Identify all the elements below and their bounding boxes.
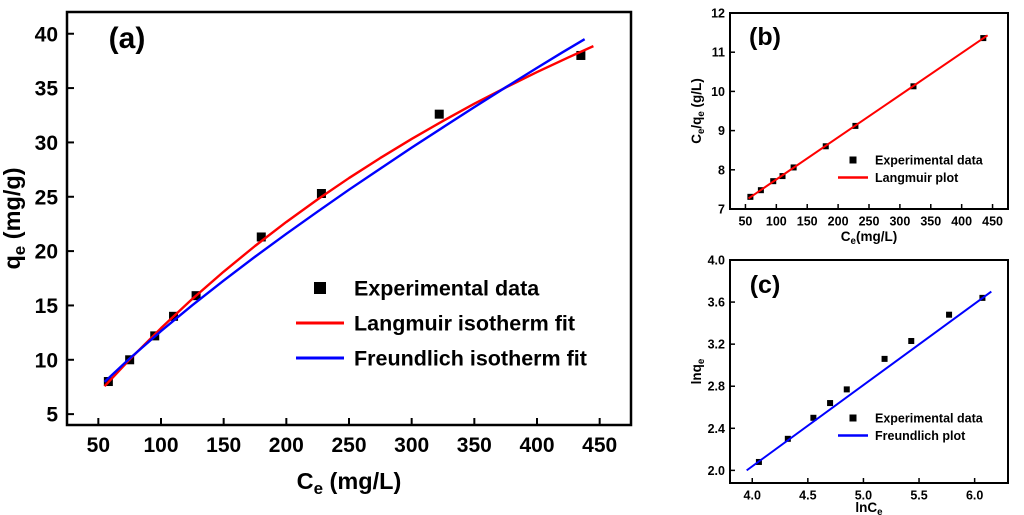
svg-text:8: 8 — [718, 163, 725, 177]
svg-text:350: 350 — [920, 215, 941, 229]
svg-text:4.5: 4.5 — [799, 489, 816, 503]
chart-isotherm-fits: 50 100 150 200 250 300 350 400 450 5 10 15 20 25 30 35 4… — [0, 10, 633, 498]
svg-text:350: 350 — [457, 434, 492, 457]
svg-text:200: 200 — [828, 215, 849, 229]
svg-text:Experimental data: Experimental data — [875, 154, 984, 168]
svg-text:250: 250 — [859, 215, 880, 229]
svg-text:450: 450 — [582, 434, 617, 457]
svg-text:20: 20 — [35, 241, 58, 264]
svg-text:2.0: 2.0 — [708, 464, 725, 478]
svg-text:15: 15 — [35, 295, 59, 318]
svg-text:Ce(mg/L): Ce(mg/L) — [841, 229, 897, 245]
svg-text:Ce/qe (g/L): Ce/qe (g/L) — [690, 78, 707, 144]
svg-text:Langmuir plot: Langmuir plot — [875, 171, 959, 185]
svg-text:50: 50 — [738, 215, 752, 229]
svg-text:2.8: 2.8 — [708, 380, 725, 394]
svg-text:10: 10 — [35, 349, 58, 372]
svg-text:5: 5 — [46, 404, 58, 427]
svg-text:(b): (b) — [749, 23, 781, 51]
svg-text:35: 35 — [35, 78, 59, 101]
svg-text:4.0: 4.0 — [708, 254, 725, 268]
chart-freundlich-plot: 4.0 4.5 5.0 5.5 6.0 2.0 2.4 2.8 3.2 3.6 4.0 Experim… — [690, 254, 1009, 515]
svg-text:qe (mg/g): qe (mg/g) — [0, 167, 29, 269]
svg-text:5.5: 5.5 — [910, 489, 927, 503]
svg-text:50: 50 — [87, 434, 110, 457]
svg-text:5.0: 5.0 — [855, 489, 872, 503]
svg-text:25: 25 — [35, 186, 59, 209]
svg-text:400: 400 — [951, 215, 972, 229]
svg-text:400: 400 — [519, 434, 554, 457]
svg-text:Langmuir isotherm fit: Langmuir isotherm fit — [354, 312, 575, 336]
svg-text:Freundlich isotherm fit: Freundlich isotherm fit — [354, 347, 587, 371]
svg-text:450: 450 — [982, 215, 1003, 229]
svg-text:Experimental data: Experimental data — [875, 412, 984, 426]
svg-text:Experimental data: Experimental data — [354, 277, 540, 301]
svg-text:Ce (mg/L): Ce (mg/L) — [297, 468, 402, 498]
svg-text:6.0: 6.0 — [966, 489, 983, 503]
svg-text:12: 12 — [711, 7, 725, 21]
svg-text:100: 100 — [143, 434, 178, 457]
svg-text:lnCe: lnCe — [855, 500, 883, 515]
svg-text:(c): (c) — [750, 271, 781, 299]
svg-text:40: 40 — [35, 23, 58, 46]
svg-text:3.6: 3.6 — [708, 296, 725, 310]
svg-text:lnqe: lnqe — [690, 358, 707, 384]
svg-text:150: 150 — [797, 215, 818, 229]
svg-text:200: 200 — [269, 434, 304, 457]
svg-text:11: 11 — [712, 46, 725, 60]
svg-text:3.2: 3.2 — [708, 338, 725, 352]
svg-text:150: 150 — [206, 434, 241, 457]
svg-text:2.4: 2.4 — [708, 422, 725, 436]
svg-text:(a): (a) — [109, 22, 146, 55]
svg-text:30: 30 — [35, 132, 58, 155]
svg-text:300: 300 — [394, 434, 429, 457]
svg-text:9: 9 — [718, 124, 725, 138]
chart-langmuir-plot: 50 100 150 200 250 300 350 400 450 7 8 9 10 11 12 Exper… — [690, 7, 1009, 245]
svg-text:100: 100 — [766, 215, 787, 229]
svg-text:4.0: 4.0 — [744, 489, 761, 503]
svg-text:7: 7 — [718, 203, 725, 217]
svg-text:Freundlich plot: Freundlich plot — [875, 429, 966, 443]
svg-text:300: 300 — [889, 215, 910, 229]
svg-text:250: 250 — [331, 434, 366, 457]
svg-text:10: 10 — [711, 85, 725, 99]
